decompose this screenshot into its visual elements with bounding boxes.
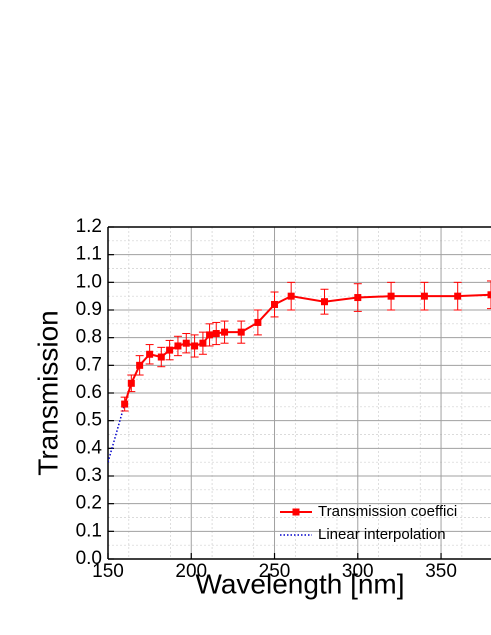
data-point [221,328,229,336]
y-tick-label: 0.2 [76,493,102,514]
legend: Transmission coeffici Linear interpolati… [280,503,457,543]
x-tick-label: 350 [425,561,457,582]
data-point [254,318,262,326]
y-tick-label: 0.7 [76,354,102,375]
data-point [320,298,328,306]
data-point [420,292,428,300]
data-point [287,292,295,300]
data-point [174,342,182,350]
data-point [387,292,395,300]
legend-marker-transmission [292,508,300,516]
data-point [237,328,245,336]
x-tick-label: 200 [175,561,207,582]
data-point [166,346,174,354]
series [108,280,491,463]
x-tick-label: 300 [342,561,374,582]
y-tick-label: 0.5 [76,410,102,431]
data-point [182,339,190,347]
data-point [206,331,214,339]
y-tick-label: 1.1 [76,244,102,265]
y-tick-label: 0.6 [76,382,102,403]
y-tick-label: 0.0 [76,548,102,569]
data-point [146,350,154,358]
data-point [487,291,491,299]
y-tick-label: 1.0 [76,271,102,292]
data-point [136,361,144,369]
data-point [157,353,165,361]
y-tick-label: 0.3 [76,465,102,486]
x-tick-label: 150 [92,561,124,582]
y-tick-label: 0.8 [76,327,102,348]
data-point [212,330,220,338]
x-axis-title: Wavelength [nm] [195,568,404,599]
x-ticks: 150 200 250 300 350 [92,553,457,582]
data-point [127,379,135,387]
data-point [354,294,362,302]
y-tick-label: 1.2 [76,216,102,237]
y-ticks: 0.0 0.1 0.2 0.3 0.4 0.5 0.6 0.7 0.8 0.9 1.0 1.1 1.2 [76,216,114,569]
data-point [121,400,129,408]
data-point [454,292,462,300]
data-point [199,339,207,347]
y-axis-title: Transmission [32,310,63,475]
data-point [271,300,279,308]
y-tick-label: 0.4 [76,437,103,458]
x-tick-label: 250 [259,561,291,582]
y-tick-label: 0.9 [76,299,102,320]
legend-label-transmission: Transmission coeffici [318,503,457,520]
y-tick-label: 0.1 [76,520,102,541]
data-point [191,342,199,350]
legend-label-interpolation: Linear interpolation [318,526,446,543]
